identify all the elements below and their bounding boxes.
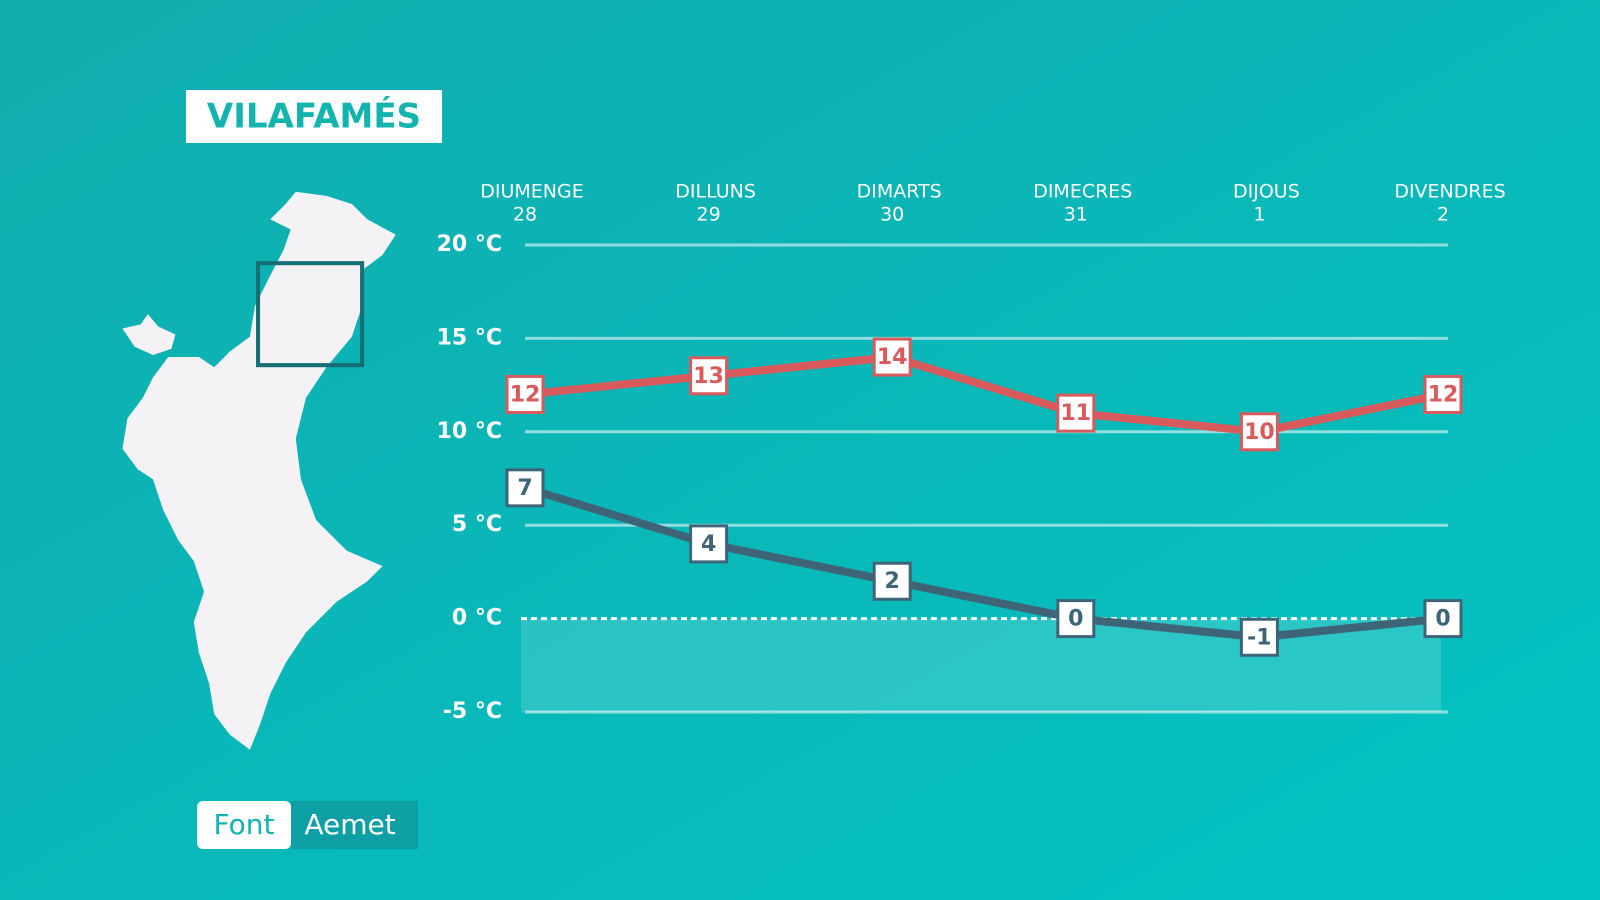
value-label: 4 [701,532,716,557]
day-label: DIMARTS [857,181,942,203]
date-label: 1 [1253,204,1265,226]
value-label: 14 [877,345,908,370]
value-marker [1056,599,1096,639]
source-label-box [197,801,291,849]
value-marker [689,524,729,564]
title-box [186,90,442,143]
value-marker [689,356,729,396]
y-tick-label: 0 °C [452,606,502,631]
value-label: 10 [1244,420,1275,445]
date-label: 31 [1064,204,1088,226]
y-tick-label: 15 °C [437,325,502,350]
island-shape [122,314,176,355]
source-label: Font [214,808,275,841]
value-label: 0 [1435,607,1450,632]
source: Aemet [304,808,395,841]
value-label: 12 [1428,382,1459,407]
value-label: 13 [693,364,724,389]
day-label: DILLUNS [675,181,756,203]
value-marker [1239,412,1279,452]
day-label: DIJOUS [1233,181,1300,203]
value-marker [1239,617,1279,657]
value-label: 7 [517,476,532,501]
date-label: 29 [697,204,721,226]
series-line [524,353,1444,436]
y-tick-label: 10 °C [437,419,502,444]
value-label: 0 [1068,607,1083,632]
day-label: DIUMENGE [480,181,583,203]
date-label: 28 [513,204,537,226]
value-marker [1423,599,1463,639]
day-label: DIVENDRES [1394,181,1505,203]
value-label: -1 [1247,625,1271,650]
value-marker [505,374,545,414]
map [122,191,396,750]
y-tick-label: -5 °C [443,699,502,724]
y-tick-label: 5 °C [452,512,502,537]
day-label: DIMECRES [1033,181,1132,203]
value-label: 12 [510,382,541,407]
date-label: 30 [880,204,904,226]
series-line [523,484,1444,642]
value-label: 2 [885,569,900,594]
value-marker [505,468,545,508]
value-marker [872,337,912,377]
value-marker [1056,393,1096,433]
source-box [291,801,418,849]
date-label: 2 [1437,204,1449,226]
value-label: 11 [1060,401,1091,426]
value-marker [872,561,912,601]
value-marker [1423,374,1463,414]
chart-title: VILAFAMÉS [207,96,421,137]
y-tick-label: 20 °C [437,232,502,257]
location-box [256,261,365,368]
region-shape [122,191,396,750]
